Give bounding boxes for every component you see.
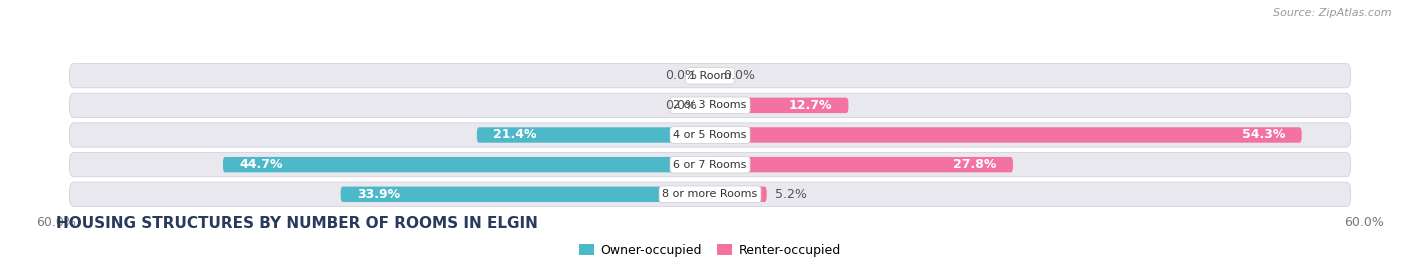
FancyBboxPatch shape: [224, 157, 710, 172]
FancyBboxPatch shape: [710, 157, 1012, 172]
Text: Source: ZipAtlas.com: Source: ZipAtlas.com: [1274, 8, 1392, 18]
Text: 5.2%: 5.2%: [776, 188, 807, 201]
Text: 0.0%: 0.0%: [723, 69, 755, 82]
FancyBboxPatch shape: [69, 123, 1351, 147]
Legend: Owner-occupied, Renter-occupied: Owner-occupied, Renter-occupied: [575, 239, 845, 262]
Text: 1 Room: 1 Room: [689, 71, 731, 81]
Text: 0.0%: 0.0%: [665, 69, 697, 82]
Text: 12.7%: 12.7%: [789, 99, 832, 112]
FancyBboxPatch shape: [477, 127, 710, 143]
FancyBboxPatch shape: [69, 153, 1351, 177]
FancyBboxPatch shape: [340, 187, 710, 202]
FancyBboxPatch shape: [69, 182, 1351, 207]
FancyBboxPatch shape: [710, 187, 766, 202]
Text: 54.3%: 54.3%: [1241, 129, 1285, 141]
Text: 21.4%: 21.4%: [494, 129, 537, 141]
Text: 44.7%: 44.7%: [239, 158, 283, 171]
Text: HOUSING STRUCTURES BY NUMBER OF ROOMS IN ELGIN: HOUSING STRUCTURES BY NUMBER OF ROOMS IN…: [56, 216, 538, 231]
Text: 33.9%: 33.9%: [357, 188, 401, 201]
FancyBboxPatch shape: [69, 93, 1351, 117]
Text: 0.0%: 0.0%: [665, 99, 697, 112]
FancyBboxPatch shape: [710, 127, 1302, 143]
FancyBboxPatch shape: [710, 98, 848, 113]
FancyBboxPatch shape: [69, 63, 1351, 88]
Text: 8 or more Rooms: 8 or more Rooms: [662, 189, 758, 199]
Text: 6 or 7 Rooms: 6 or 7 Rooms: [673, 160, 747, 170]
Text: 27.8%: 27.8%: [953, 158, 997, 171]
Text: 4 or 5 Rooms: 4 or 5 Rooms: [673, 130, 747, 140]
Text: 2 or 3 Rooms: 2 or 3 Rooms: [673, 100, 747, 110]
